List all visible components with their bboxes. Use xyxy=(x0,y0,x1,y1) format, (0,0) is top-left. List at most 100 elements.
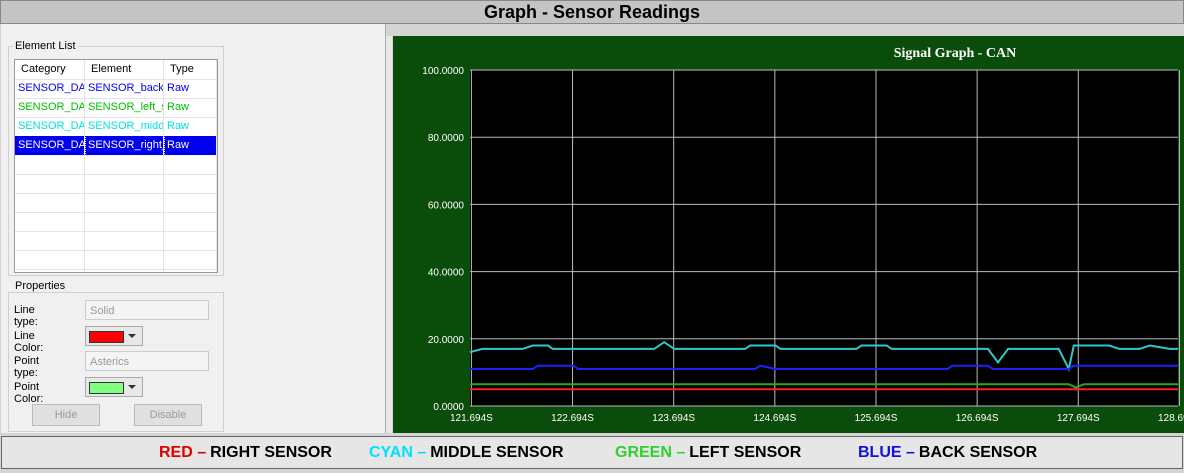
table-cell xyxy=(85,231,164,250)
splitter xyxy=(386,36,392,433)
legend-sensor: LEFT SENSOR xyxy=(689,444,802,461)
field-label: Point Color: xyxy=(14,380,44,405)
table-cell xyxy=(15,269,85,272)
x-tick-label: 127.694S xyxy=(1057,413,1100,424)
color-swatch xyxy=(89,330,124,343)
side-panel: Element List Category Element Type SENSOR_D… xyxy=(1,24,386,433)
x-tick-label: 123.694S xyxy=(652,413,695,424)
table-cell xyxy=(85,174,164,193)
color-picker xyxy=(85,376,143,397)
legend-bar: RED – RIGHT SENSOR CYAN – MIDDLE SENSOR GREE… xyxy=(1,436,1183,469)
color-swatch xyxy=(89,381,124,394)
field-label: Point type: xyxy=(14,355,40,379)
table-cell xyxy=(85,269,164,272)
field-label: Line Color: xyxy=(14,329,44,354)
y-tick-label: 100.0000 xyxy=(422,66,464,77)
series-line xyxy=(470,383,1178,389)
table-cell xyxy=(164,193,217,212)
x-tick-label: 125.694S xyxy=(855,413,898,424)
table-cell xyxy=(164,212,217,231)
element-table: Category Element Type SENSOR_DA SENSOR_back_… xyxy=(14,59,218,273)
table-cell: SENSOR_DA xyxy=(15,135,86,156)
empty-row xyxy=(15,193,217,213)
table-cell: Raw xyxy=(164,79,217,98)
legend-color-word: CYAN – xyxy=(369,444,427,461)
table-cell xyxy=(85,155,164,174)
table-cell: Raw xyxy=(164,98,217,117)
table-cell xyxy=(164,174,217,193)
table-row: SENSOR_DA SENSOR_back_ Raw xyxy=(15,79,217,99)
button: Disable xyxy=(134,404,202,426)
table-cell xyxy=(15,231,85,250)
table-cell xyxy=(15,212,85,231)
empty-row xyxy=(15,155,217,175)
dropdown-arrow xyxy=(128,384,136,389)
table-cell: Raw xyxy=(164,117,217,136)
dropdown: Solid xyxy=(85,300,209,320)
table-row: SENSOR_DA SENSOR_left_s Raw xyxy=(15,98,217,118)
table-cell: SENSOR_back_ xyxy=(85,79,164,98)
table-cell: SENSOR_DA xyxy=(15,98,85,117)
legend-item: BLUE – BACK SENSOR xyxy=(858,437,1037,468)
column-header: Element xyxy=(85,60,164,79)
legend-item: GREEN – LEFT SENSOR xyxy=(615,437,801,468)
series-line xyxy=(470,364,1178,370)
y-tick-label: 40.0000 xyxy=(428,268,465,279)
column-header: Type xyxy=(164,60,217,79)
color-picker xyxy=(85,325,143,346)
table-cell xyxy=(164,155,217,174)
chart-title: Signal Graph - CAN xyxy=(894,46,1017,61)
table-cell: SENSOR_DA xyxy=(15,79,85,98)
legend-color-word: GREEN – xyxy=(615,444,686,461)
y-tick-label: 0.0000 xyxy=(433,402,464,413)
button: Hide xyxy=(32,404,100,426)
table-cell: SENSOR_middl xyxy=(85,117,164,136)
dropdown: Asterics xyxy=(85,351,209,371)
table-row: SENSOR_DA SENSOR_right_ Raw xyxy=(15,135,217,156)
legend-color-word: RED – xyxy=(159,444,207,461)
group-title: Element List xyxy=(13,40,78,52)
series-line xyxy=(469,340,1178,372)
properties-group xyxy=(8,292,224,432)
table-cell: SENSOR_DA xyxy=(15,117,85,136)
column-header: Category xyxy=(15,60,85,79)
chart: Signal Graph - CAN 0.0000 20.0000 40.0000 6… xyxy=(393,36,1184,433)
window-title: Graph - Sensor Readings xyxy=(0,0,1184,24)
x-tick-label: 122.694S xyxy=(551,413,594,424)
x-tick-label: 126.694S xyxy=(956,413,999,424)
table-cell xyxy=(85,193,164,212)
legend-item: RED – RIGHT SENSOR xyxy=(159,437,332,468)
table-cell xyxy=(15,155,85,174)
x-tick-label: 124.694S xyxy=(753,413,796,424)
table-header: Category Element Type xyxy=(15,60,217,80)
y-tick-label: 20.0000 xyxy=(428,335,465,346)
y-tick-label: 60.0000 xyxy=(428,200,465,211)
table-cell: SENSOR_left_s xyxy=(85,98,164,117)
legend-sensor: BACK SENSOR xyxy=(918,444,1038,461)
element-list-group xyxy=(8,46,224,276)
field-label: Line type: xyxy=(14,304,38,328)
table-cell: SENSOR_right_ xyxy=(84,135,165,156)
legend-item: CYAN – MIDDLE SENSOR xyxy=(369,437,564,468)
table-cell xyxy=(85,250,164,269)
table-cell xyxy=(15,193,85,212)
table-cell: Raw xyxy=(163,135,217,156)
table-cell xyxy=(164,231,217,250)
table-cell xyxy=(164,269,217,272)
empty-row xyxy=(15,269,217,272)
legend-color-word: BLUE – xyxy=(858,444,915,461)
group-title: Properties xyxy=(13,280,68,292)
empty-row xyxy=(15,212,217,232)
table-cell xyxy=(15,174,85,193)
legend-sensor: RIGHT SENSOR xyxy=(210,444,332,461)
dropdown-arrow xyxy=(128,333,136,338)
table-cell xyxy=(85,212,164,231)
table-cell xyxy=(164,250,217,269)
empty-row xyxy=(15,231,217,251)
empty-row xyxy=(15,250,217,270)
table-cell xyxy=(15,250,85,269)
legend-sensor: MIDDLE SENSOR xyxy=(430,444,564,461)
table-row: SENSOR_DA SENSOR_middl Raw xyxy=(15,117,217,137)
empty-row xyxy=(15,174,217,194)
